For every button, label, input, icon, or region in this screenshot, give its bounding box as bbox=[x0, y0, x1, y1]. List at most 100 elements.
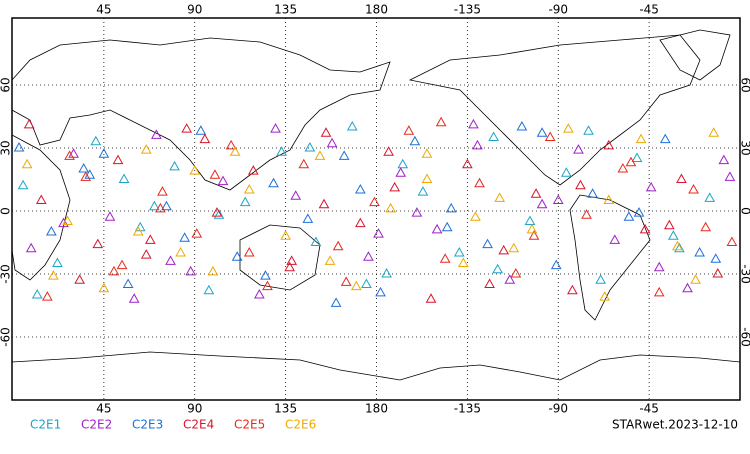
triangle-marker bbox=[655, 263, 664, 271]
triangle-marker bbox=[711, 254, 720, 262]
triangle-marker bbox=[517, 122, 526, 130]
triangle-marker bbox=[689, 185, 698, 193]
legend-label: C2E2 bbox=[81, 418, 112, 432]
triangle-marker bbox=[475, 179, 484, 187]
left-tick-label: 30 bbox=[0, 140, 13, 155]
bottom-tick-label: -135 bbox=[454, 402, 481, 416]
triangle-marker bbox=[19, 181, 28, 189]
triangle-marker bbox=[584, 126, 593, 134]
triangle-marker bbox=[176, 248, 185, 256]
triangle-marker bbox=[158, 187, 167, 195]
triangle-marker bbox=[315, 151, 324, 159]
triangle-marker bbox=[120, 175, 129, 183]
triangle-marker bbox=[269, 179, 278, 187]
bottom-tick-label: -90 bbox=[548, 402, 568, 416]
triangle-marker bbox=[489, 133, 498, 141]
triangle-marker bbox=[146, 235, 155, 243]
triangle-marker bbox=[386, 204, 395, 212]
top-tick-label: 90 bbox=[187, 3, 202, 17]
coast-australia bbox=[240, 225, 320, 290]
triangle-marker bbox=[334, 242, 343, 250]
triangle-marker bbox=[362, 280, 371, 288]
legend-label: C2E1 bbox=[30, 418, 61, 432]
triangle-marker bbox=[683, 284, 692, 292]
triangle-marker bbox=[499, 246, 508, 254]
triangle-marker bbox=[725, 172, 734, 180]
triangle-marker bbox=[437, 118, 446, 126]
triangle-marker bbox=[727, 238, 736, 246]
triangle-marker bbox=[37, 196, 46, 204]
triangle-marker bbox=[271, 124, 280, 132]
triangle-marker bbox=[170, 162, 179, 170]
legend-label: C2E3 bbox=[132, 418, 163, 432]
triangle-marker bbox=[261, 271, 270, 279]
triangle-marker bbox=[219, 177, 228, 185]
triangle-marker bbox=[305, 143, 314, 151]
triangle-marker bbox=[538, 200, 547, 208]
triangle-marker bbox=[532, 189, 541, 197]
coast-antarctica bbox=[12, 352, 740, 380]
coast-africa bbox=[12, 135, 70, 280]
triangle-marker bbox=[356, 185, 365, 193]
triangle-marker bbox=[118, 261, 127, 269]
triangle-marker bbox=[370, 198, 379, 206]
triangle-marker bbox=[109, 267, 118, 275]
bottom-tick-label: 135 bbox=[274, 402, 297, 416]
triangle-marker bbox=[245, 185, 254, 193]
triangle-marker bbox=[322, 128, 331, 136]
triangle-marker bbox=[701, 223, 710, 231]
triangle-marker bbox=[427, 294, 436, 302]
triangle-marker bbox=[705, 193, 714, 201]
triangle-marker bbox=[114, 156, 123, 164]
triangle-marker bbox=[287, 256, 296, 264]
triangle-marker bbox=[493, 265, 502, 273]
triangle-marker bbox=[332, 298, 341, 306]
triangle-marker bbox=[647, 183, 656, 191]
triangle-marker bbox=[596, 275, 605, 283]
triangle-marker bbox=[459, 259, 468, 267]
triangle-marker bbox=[53, 259, 62, 267]
triangle-marker bbox=[245, 248, 254, 256]
bottom-tick-label: -45 bbox=[639, 402, 659, 416]
coast-eurasia bbox=[12, 38, 390, 190]
triangle-marker bbox=[677, 175, 686, 183]
bottom-tick-label: 90 bbox=[187, 402, 202, 416]
triangle-marker bbox=[396, 168, 405, 176]
triangle-marker bbox=[511, 269, 520, 277]
triangle-marker bbox=[633, 154, 642, 162]
triangle-marker bbox=[374, 229, 383, 237]
triangle-marker bbox=[124, 280, 133, 288]
triangle-marker bbox=[441, 254, 450, 262]
triangle-marker bbox=[142, 145, 151, 153]
triangle-marker bbox=[130, 294, 139, 302]
triangle-marker bbox=[79, 164, 88, 172]
triangle-marker bbox=[27, 244, 36, 252]
triangle-marker bbox=[49, 271, 58, 279]
triangle-marker bbox=[404, 126, 413, 134]
legend-label: C2E4 bbox=[183, 418, 214, 432]
footer-text: STARwet.2023-12-10 bbox=[612, 418, 738, 432]
right-tick-label: 0 bbox=[739, 207, 750, 215]
triangle-marker bbox=[574, 145, 583, 153]
top-tick-label: -45 bbox=[639, 3, 659, 17]
triangle-marker bbox=[661, 135, 670, 143]
triangle-marker bbox=[227, 141, 236, 149]
triangle-marker bbox=[241, 198, 250, 206]
triangle-marker bbox=[410, 137, 419, 145]
right-tick-label: -30 bbox=[739, 264, 750, 284]
triangle-marker bbox=[182, 124, 191, 132]
triangle-marker bbox=[422, 175, 431, 183]
triangle-marker bbox=[204, 286, 213, 294]
triangle-marker bbox=[527, 225, 536, 233]
triangle-marker bbox=[471, 212, 480, 220]
left-tick-label: -60 bbox=[0, 327, 13, 347]
triangle-marker bbox=[342, 277, 351, 285]
triangle-marker bbox=[328, 139, 337, 147]
triangle-marker bbox=[576, 181, 585, 189]
triangle-marker bbox=[15, 143, 24, 151]
triangle-marker bbox=[196, 126, 205, 134]
triangle-marker bbox=[303, 214, 312, 222]
triangle-marker bbox=[610, 235, 619, 243]
triangle-marker bbox=[398, 160, 407, 168]
